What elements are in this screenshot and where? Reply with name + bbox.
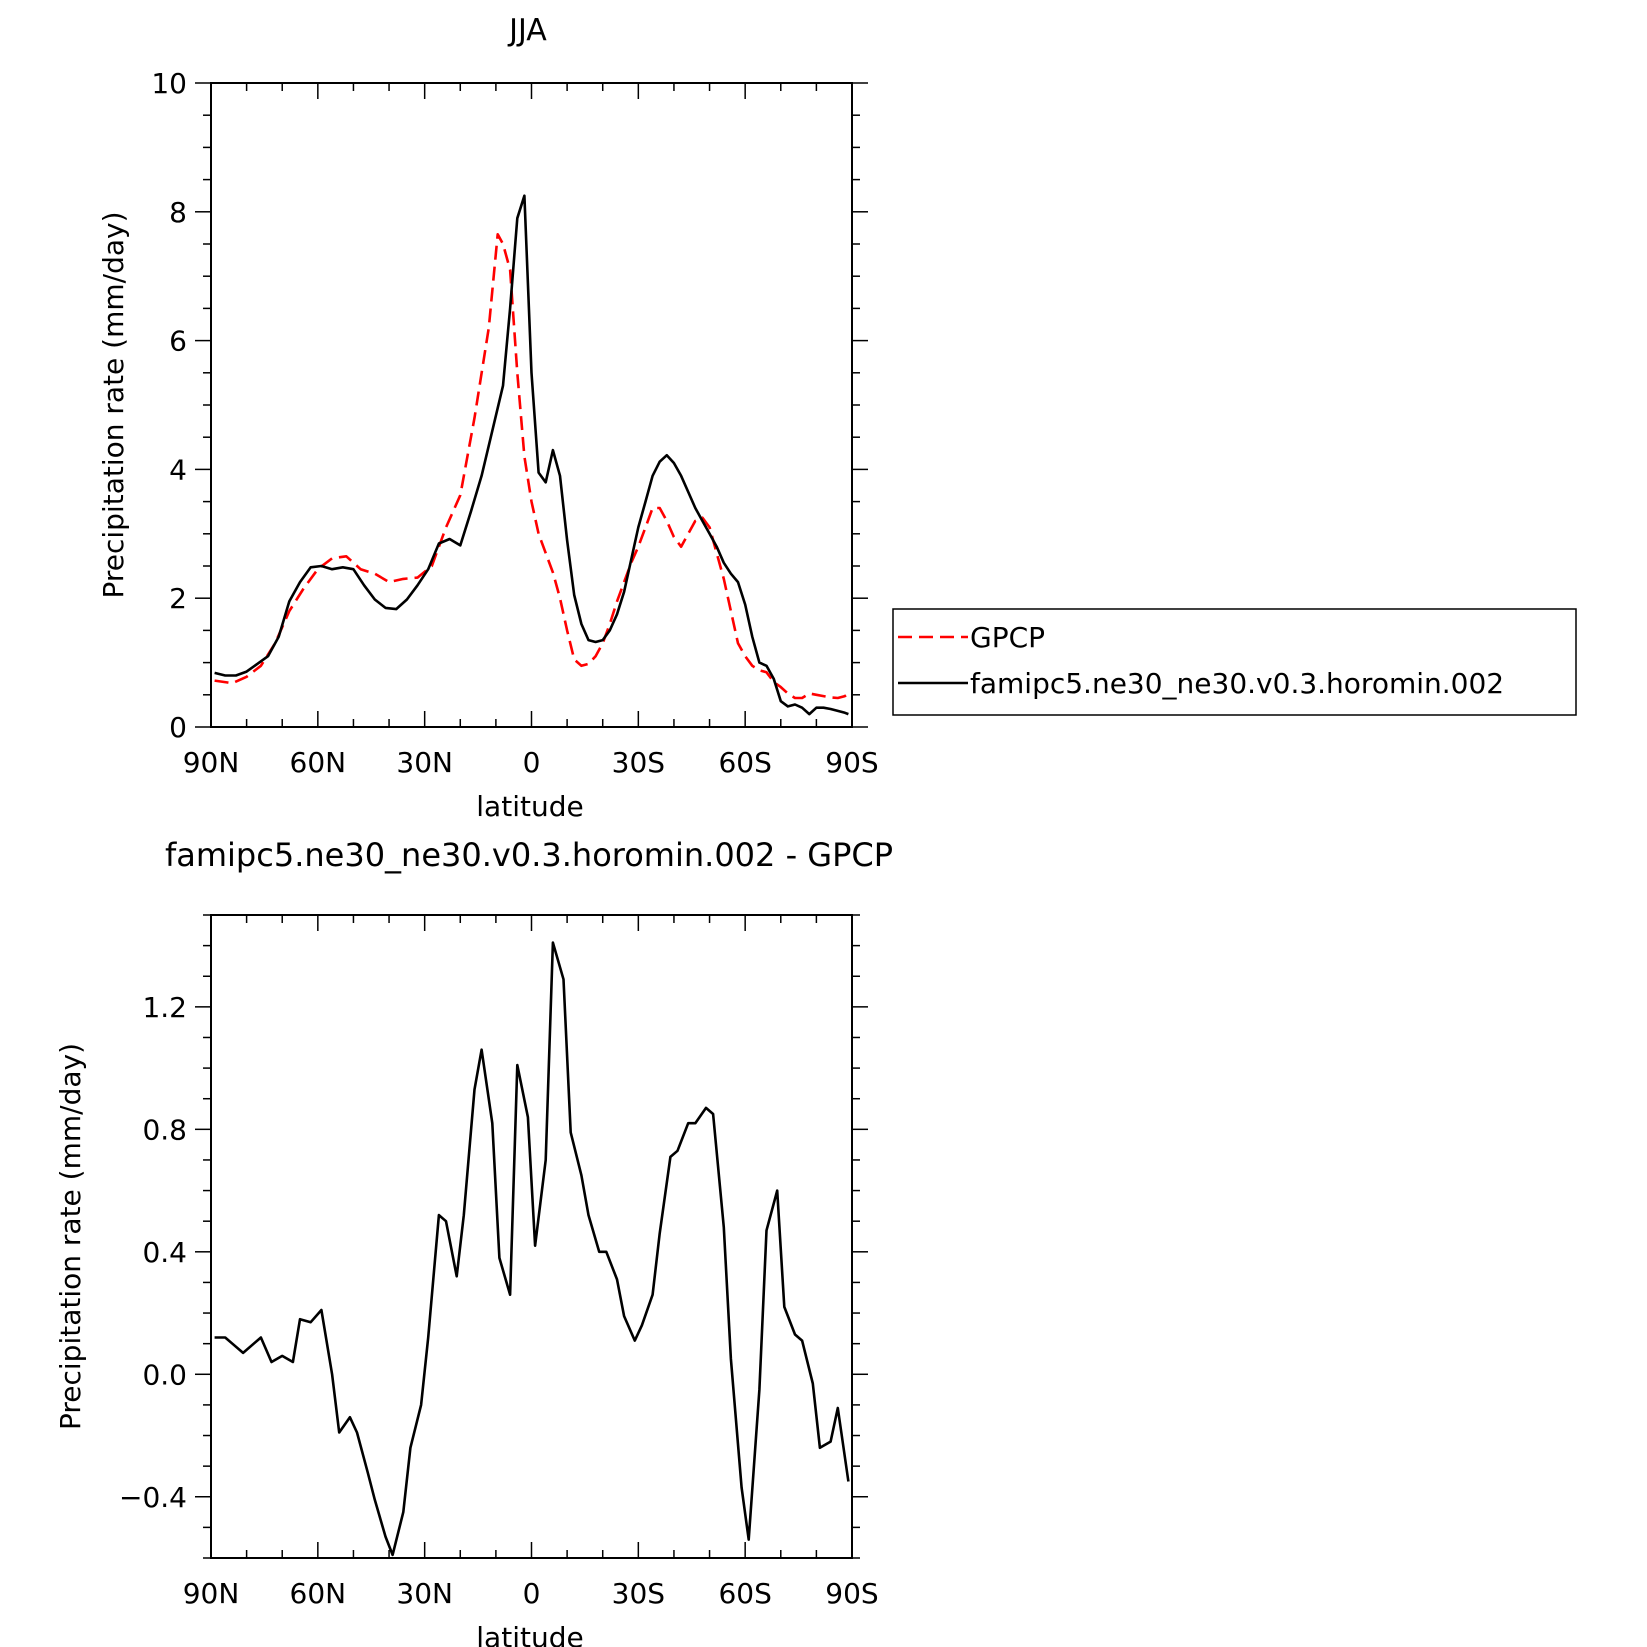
y-axis-label: Precipitation rate (mm/day) — [54, 1043, 87, 1430]
y-tick-label: 4 — [169, 453, 187, 486]
y-tick-label: 8 — [169, 196, 187, 229]
plot-frame — [210, 914, 853, 1559]
x-tick-label: 0 — [523, 746, 541, 779]
legend-box — [892, 608, 1577, 716]
legend-entry: GPCP — [970, 621, 1045, 654]
chart-title: JJA — [507, 13, 547, 48]
y-tick-label: 1.2 — [142, 991, 187, 1024]
y-tick-label: 0.0 — [142, 1358, 187, 1391]
series-line-difference — [214, 941, 850, 1557]
x-tick-label: 30S — [612, 1577, 665, 1610]
y-tick-label: 0 — [169, 711, 187, 744]
x-tick-label: 30S — [612, 746, 665, 779]
x-tick-label: 90S — [825, 746, 878, 779]
x-tick-label: 30N — [396, 1577, 453, 1610]
y-tick-label: 0.8 — [142, 1113, 187, 1146]
y-tick-label: 10 — [151, 67, 187, 100]
x-tick-label: 30N — [396, 746, 453, 779]
panel-jja: 90N 60N 30N 0 30S 60S 90S 0 2 4 6 8 10 JJA latitude Pre… — [97, 13, 879, 823]
legend: GPCP famipc5.ne30_ne30.v0.3.horomin.002 — [892, 608, 1577, 716]
y-tick-label: −0.4 — [119, 1481, 187, 1514]
y-tick-label: 2 — [169, 582, 187, 615]
legend-entry: famipc5.ne30_ne30.v0.3.horomin.002 — [970, 667, 1504, 700]
x-tick-label: 90S — [825, 1577, 878, 1610]
x-tick-label: 90N — [183, 746, 240, 779]
y-axis-label: Precipitation rate (mm/day) — [97, 211, 130, 598]
plot-frame — [210, 82, 853, 728]
panel-difference: 90N 60N 30N 0 30S 60S 90S −0.4 0.0 0.4 0.8 1.2 famip… — [54, 836, 893, 1647]
series-line-famipc5-ne30-ne30-v0-3-horomin-002 — [214, 194, 849, 716]
chart-title: famipc5.ne30_ne30.v0.3.horomin.002 - GPC… — [165, 836, 893, 874]
x-tick-label: 60S — [718, 746, 771, 779]
x-tick-label: 90N — [183, 1577, 240, 1610]
x-axis-label: latitude — [476, 790, 583, 823]
x-axis-label: latitude — [476, 1621, 583, 1647]
y-tick-label: 6 — [169, 325, 187, 358]
x-tick-label: 0 — [523, 1577, 541, 1610]
x-tick-label: 60S — [718, 1577, 771, 1610]
x-tick-label: 60N — [290, 1577, 347, 1610]
x-tick-label: 60N — [290, 746, 347, 779]
y-tick-label: 0.4 — [142, 1236, 187, 1269]
series-line-gpcp — [214, 233, 850, 700]
